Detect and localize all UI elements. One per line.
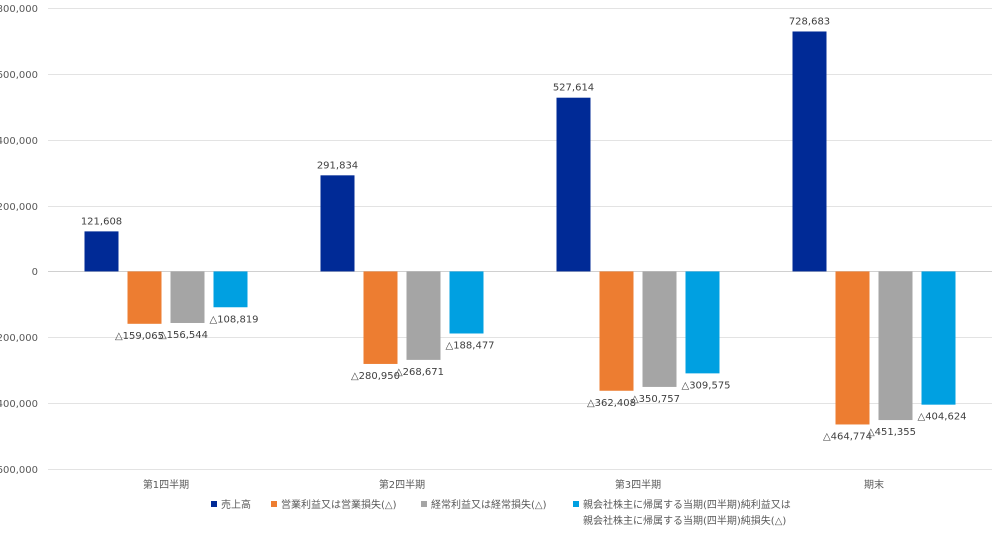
bars xyxy=(84,31,956,425)
bar-series1-1 xyxy=(84,231,119,272)
bar-series4-3 xyxy=(685,271,720,374)
legend: 売上高 営業利益又は営業損失(△) 経常利益又は経常損失(△) 親会社株主に帰属する当… xyxy=(211,498,791,527)
y-tick-label: 400,000 xyxy=(0,136,38,147)
data-labels: 121,608 △159,065△156,544△108,819 291,834 △2… xyxy=(81,16,967,442)
legend-label-line: 親会社株主に帰属する当期(四半期)純利益又は xyxy=(583,498,791,511)
data-label: △268,671 xyxy=(395,367,444,378)
data-label: △350,757 xyxy=(631,394,680,405)
data-label: △108,819 xyxy=(210,314,259,325)
data-label: △404,624 xyxy=(918,412,967,423)
x-category-label: 第2四半期 xyxy=(379,478,425,491)
data-label: △188,477 xyxy=(446,340,495,351)
bar-series3-3 xyxy=(642,271,677,387)
bar-series1-4 xyxy=(792,31,827,272)
data-label: 291,834 xyxy=(317,160,358,171)
legend-swatch xyxy=(573,501,579,507)
bar-series2-3 xyxy=(599,271,634,391)
bar-series4-2 xyxy=(449,271,484,334)
bar-series3-4 xyxy=(878,271,913,421)
data-label: △309,575 xyxy=(682,380,731,391)
legend-swatch xyxy=(271,501,277,507)
data-label: 728,683 xyxy=(789,16,830,27)
legend-label-line: 親会社株主に帰属する当期(四半期)純損失(△) xyxy=(583,514,786,527)
data-label: △362,408 xyxy=(587,398,636,409)
x-category-label: 期末 xyxy=(864,478,884,491)
y-tick-label: -600,000 xyxy=(0,465,38,476)
data-label: △451,355 xyxy=(867,427,916,438)
y-tick-label: -400,000 xyxy=(0,399,38,410)
bar-series2-4 xyxy=(835,271,870,425)
data-label: △159,065 xyxy=(115,331,164,342)
data-label: △156,544 xyxy=(159,330,208,341)
y-tick-label: 600,000 xyxy=(0,70,38,81)
x-category-label: 第3四半期 xyxy=(615,478,661,491)
legend-label: 営業利益又は営業損失(△) xyxy=(281,498,397,511)
bar-series1-2 xyxy=(320,175,355,272)
bar-series4-4 xyxy=(921,271,956,405)
y-tick-label: 200,000 xyxy=(0,202,38,213)
bar-series4-1 xyxy=(213,271,248,308)
bar-series2-2 xyxy=(363,271,398,364)
axes: 800,000 600,000 400,000 200,000 0 -200,000 -40… xyxy=(0,4,884,491)
gridlines xyxy=(48,8,992,470)
legend-swatch xyxy=(211,501,217,507)
legend-label: 売上高 xyxy=(221,498,251,511)
data-label: 121,608 xyxy=(81,216,122,227)
legend-label: 経常利益又は経常損失(△) xyxy=(431,498,547,511)
y-tick-label: 800,000 xyxy=(0,4,38,15)
bar-series2-1 xyxy=(127,271,162,324)
bar-series3-1 xyxy=(170,271,205,323)
data-label: △464,774 xyxy=(823,431,872,442)
bar-series1-3 xyxy=(556,97,591,272)
data-label: △280,950 xyxy=(351,371,400,382)
bar-series3-2 xyxy=(406,271,441,360)
y-tick-label: -200,000 xyxy=(0,333,38,344)
data-label: 527,614 xyxy=(553,83,594,94)
y-tick-label: 0 xyxy=(32,267,38,278)
x-category-label: 第1四半期 xyxy=(143,478,189,491)
legend-swatch xyxy=(421,501,427,507)
